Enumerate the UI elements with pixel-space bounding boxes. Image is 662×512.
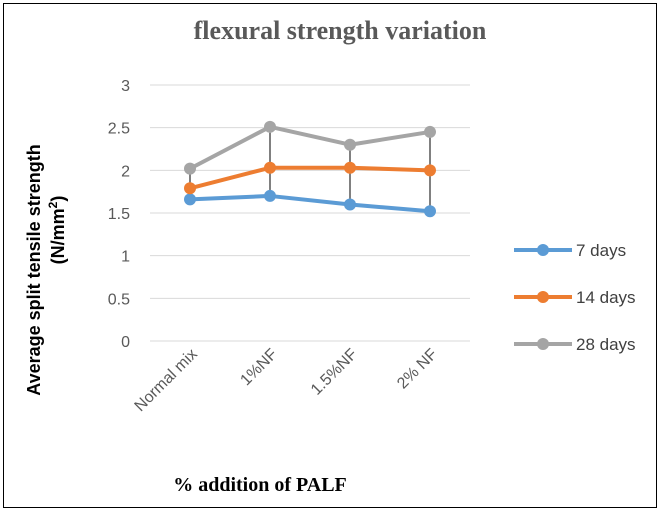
y-axis-unit-prefix: (N/mm (48, 208, 68, 264)
data-point (424, 164, 436, 177)
y-axis-label-line1: Average split tensile strength (24, 144, 44, 395)
legend-label: 28 days (576, 335, 636, 354)
data-point (424, 205, 436, 218)
y-axis-unit-suffix: ) (48, 196, 68, 202)
y-tick-labels: 0 0.5 1 1.5 2 2.5 3 (108, 78, 130, 351)
data-point (344, 161, 356, 174)
y-axis-unit: (N/mm2) (46, 196, 68, 265)
data-point (264, 189, 276, 202)
series-line (189, 124, 431, 171)
legend-marker (537, 338, 549, 350)
y-tick-label: 1 (121, 249, 130, 266)
legend-label: 14 days (576, 288, 636, 307)
y-tick-label: 2.5 (108, 121, 130, 138)
y-tick-label: 2 (121, 163, 130, 180)
y-axis-label: Average split tensile strength (24, 144, 44, 395)
y-tick-label: 0 (121, 334, 130, 351)
data-point (184, 193, 196, 206)
y-tick-label: 1.5 (108, 206, 130, 223)
data-point (344, 198, 356, 211)
gridlines (150, 84, 470, 342)
data-point (424, 125, 436, 138)
data-point (264, 161, 276, 174)
x-tick-labels: Normal mix 1%NF 1.5%NF 2% NF (132, 346, 441, 415)
y-tick-label: 3 (121, 78, 130, 95)
legend-marker (537, 291, 549, 303)
series-lines (184, 120, 436, 218)
legend-marker (537, 244, 549, 256)
series-line (189, 193, 431, 214)
x-tick-label: 1.5%NF (308, 346, 361, 399)
x-axis-label: % addition of PALF (173, 474, 347, 496)
legend: 7 days 14 days 28 days (514, 241, 636, 354)
data-point (264, 120, 276, 133)
y-tick-label: 0.5 (108, 291, 130, 308)
chart-title: flexural strength variation (193, 16, 487, 45)
x-tick-label: 2% NF (394, 346, 441, 393)
data-point (184, 182, 196, 195)
data-point (184, 162, 196, 175)
legend-label: 7 days (576, 241, 626, 260)
data-point (344, 138, 356, 151)
series-line (189, 165, 431, 191)
x-tick-label: 1%NF (237, 346, 281, 390)
x-tick-label: Normal mix (132, 346, 201, 415)
y-axis-unit-sup: 2 (46, 201, 60, 208)
